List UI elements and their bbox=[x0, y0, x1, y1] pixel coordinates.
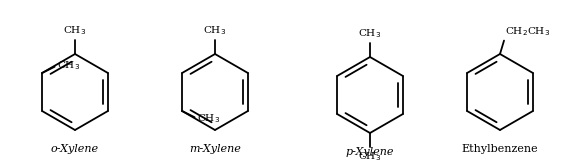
Text: Ethylbenzene: Ethylbenzene bbox=[462, 144, 538, 154]
Text: CH$_3$: CH$_3$ bbox=[63, 24, 87, 37]
Text: CH$_3$: CH$_3$ bbox=[203, 24, 226, 37]
Text: o-Xylene: o-Xylene bbox=[51, 144, 99, 154]
Text: CH$_3$: CH$_3$ bbox=[358, 27, 381, 40]
Text: CH$_3$: CH$_3$ bbox=[198, 112, 220, 125]
Text: CH$_2$CH$_3$: CH$_2$CH$_3$ bbox=[505, 25, 550, 38]
Text: m-Xylene: m-Xylene bbox=[189, 144, 241, 154]
Text: p-Xylene: p-Xylene bbox=[346, 147, 395, 157]
Text: CH$_3$: CH$_3$ bbox=[57, 59, 80, 72]
Text: CH$_3$: CH$_3$ bbox=[358, 150, 381, 163]
